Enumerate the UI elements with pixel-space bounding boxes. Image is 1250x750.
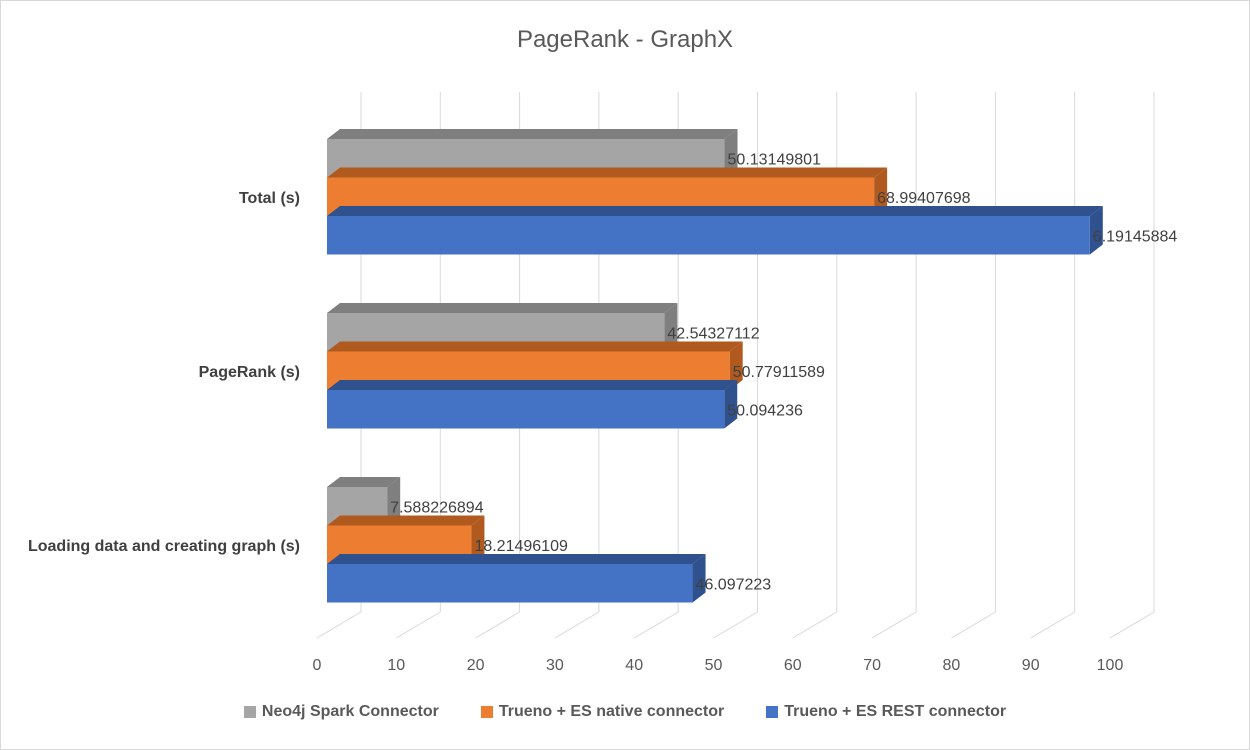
bar-side-face (692, 554, 706, 603)
floor-gridline (554, 611, 600, 639)
x-tick-label: 60 (784, 657, 802, 674)
data-label: 42.54327112 (667, 325, 759, 342)
bar (327, 380, 738, 429)
floor-gridline (871, 611, 917, 639)
floor-gridline (475, 611, 520, 639)
data-label: 50.13149801 (728, 151, 822, 168)
bar-side-face (1089, 206, 1103, 255)
bar-side-face (387, 477, 401, 526)
bar-front-face (327, 564, 693, 603)
data-label: 50.77911589 (733, 364, 825, 381)
category-label: Loading data and creating graph (s) (28, 538, 300, 555)
data-label: 68.99407698 (877, 190, 971, 207)
data-label: 7.588226894 (390, 499, 484, 516)
bar-side-face (664, 303, 678, 352)
bar-front-face (327, 216, 1090, 255)
data-label: 6.19145884 (1093, 228, 1178, 245)
legend-swatch (480, 706, 493, 718)
bar-top-face (327, 477, 401, 487)
legend-item: Trueno + ES REST connector (766, 703, 1006, 721)
legend-label: Trueno + ES REST connector (784, 703, 1007, 720)
floor-gridline (316, 611, 362, 639)
x-tick-label: 90 (1022, 657, 1040, 674)
floor-gridline (633, 611, 679, 639)
category-label: Total (s) (239, 190, 300, 207)
legend-label: Trueno + ES native connector (498, 703, 725, 720)
bar-side-face (874, 167, 888, 216)
floor-gridline (396, 611, 441, 639)
x-tick-label: 30 (546, 657, 564, 674)
legend-swatch (243, 706, 256, 718)
chart-title: PageRank - GraphX (516, 26, 734, 53)
floor-gridline (1109, 611, 1155, 639)
legend: Neo4j Spark Connector Trueno + ES native … (0, 703, 1250, 721)
data-label: 46.097223 (696, 576, 772, 593)
bar-top-face (327, 515, 485, 526)
floor-gridline (713, 611, 758, 639)
x-tick-label: 0 (313, 657, 322, 674)
legend-swatch (766, 706, 779, 718)
x-tick-label: 50 (705, 657, 723, 674)
bar-top-face (327, 341, 743, 352)
bar (327, 206, 1103, 255)
bar-side-face (724, 129, 738, 178)
x-tick-label: 10 (387, 657, 405, 674)
legend-item: Neo4j Spark Connector (243, 703, 439, 721)
bar-top-face (327, 167, 888, 178)
bar-top-face (327, 129, 738, 139)
data-label: 50.094236 (727, 402, 803, 419)
bar (327, 554, 706, 603)
bar-side-face (724, 380, 738, 429)
floor-gridline (792, 611, 838, 639)
floor-gridline (951, 611, 996, 639)
legend-item: Trueno + ES native connector (480, 703, 725, 721)
x-tick-label: 100 (1097, 657, 1124, 674)
bar-side-face (729, 341, 743, 390)
bar-top-face (327, 554, 706, 564)
x-tick-label: 80 (943, 657, 961, 674)
x-tick-label: 70 (863, 657, 881, 674)
bar-top-face (327, 380, 738, 390)
x-tick-label: 40 (625, 657, 643, 674)
floor-gridline (1030, 611, 1075, 639)
data-label: 18.21496109 (474, 538, 568, 555)
bar-top-face (327, 303, 678, 313)
bar-top-face (327, 206, 1103, 216)
category-label: PageRank (s) (199, 364, 300, 381)
legend-label: Neo4j Spark Connector (261, 703, 439, 720)
bar-side-face (471, 515, 485, 564)
bar-front-face (327, 390, 725, 429)
x-tick-label: 20 (467, 657, 485, 674)
